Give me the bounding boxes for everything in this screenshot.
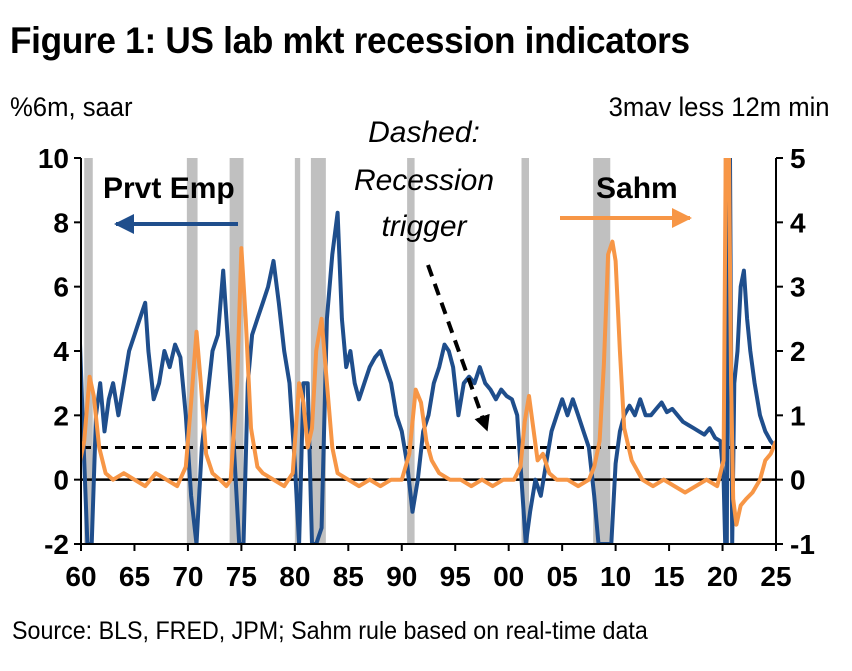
chart-title: Figure 1: US lab mkt recession indicator… xyxy=(10,20,690,61)
x-tick-label: 20 xyxy=(707,561,738,592)
x-tick-label: 70 xyxy=(172,561,203,592)
x-tick-label: 00 xyxy=(493,561,524,592)
left-tick-label: 0 xyxy=(53,465,69,496)
recession-band-1 xyxy=(84,158,93,544)
left-tick-label: 10 xyxy=(38,143,69,174)
right-tick-label: 2 xyxy=(790,336,806,367)
left-tick-label: -2 xyxy=(44,529,69,560)
left-tick-label: 6 xyxy=(53,272,69,303)
right-tick-label: -1 xyxy=(790,529,815,560)
right-tick-label: 3 xyxy=(790,272,806,303)
x-tick-label: 15 xyxy=(653,561,684,592)
legend-sahm: Sahm xyxy=(596,172,678,205)
left-tick-label: 8 xyxy=(53,207,69,238)
recession-band-2 xyxy=(186,158,198,544)
recession-band-4 xyxy=(294,158,301,544)
annotation-line-1: Dashed: xyxy=(368,116,480,149)
right-tick-label: 4 xyxy=(790,207,806,238)
annotation-arrow xyxy=(426,264,490,432)
recession-band-8 xyxy=(593,158,611,544)
right-tick-label: 0 xyxy=(790,465,806,496)
right-axis-unit: 3mav less 12m min xyxy=(609,92,830,122)
x-tick-label: 05 xyxy=(547,561,578,592)
left-tick-label: 4 xyxy=(53,336,69,367)
x-tick-label: 80 xyxy=(279,561,310,592)
left-axis-unit: %6m, saar xyxy=(10,92,133,122)
legend-prvt-emp: Prvt Emp xyxy=(103,172,235,205)
x-tick-label: 90 xyxy=(386,561,417,592)
x-tick-label: 60 xyxy=(65,561,96,592)
x-tick-label: 95 xyxy=(440,561,471,592)
series-line-prvt-emp xyxy=(81,158,776,544)
x-tick-label: 10 xyxy=(600,561,631,592)
right-tick-label: 5 xyxy=(790,143,806,174)
left-axis-ticks: 10 8 6 4 2 0 -2 xyxy=(38,143,81,560)
recession-band-7 xyxy=(521,158,530,544)
x-tick-label: 85 xyxy=(333,561,364,592)
annotation-line-2: Recession xyxy=(354,164,494,197)
source-note: Source: BLS, FRED, JPM; Sahm rule based … xyxy=(12,617,648,645)
x-tick-label: 75 xyxy=(226,561,257,592)
right-axis-ticks: 5 4 3 2 1 0 -1 xyxy=(776,143,815,560)
x-axis-ticks: 60 65 70 75 80 85 90 95 00 05 10 15 20 25 xyxy=(65,544,792,592)
x-tick-label: 65 xyxy=(119,561,150,592)
x-tick-label: 25 xyxy=(760,561,791,592)
annotation-line-3: trigger xyxy=(381,210,467,243)
right-tick-label: 1 xyxy=(790,400,806,431)
left-tick-label: 2 xyxy=(53,400,69,431)
series-line-sahm xyxy=(81,158,776,527)
recession-band-6 xyxy=(407,158,415,544)
